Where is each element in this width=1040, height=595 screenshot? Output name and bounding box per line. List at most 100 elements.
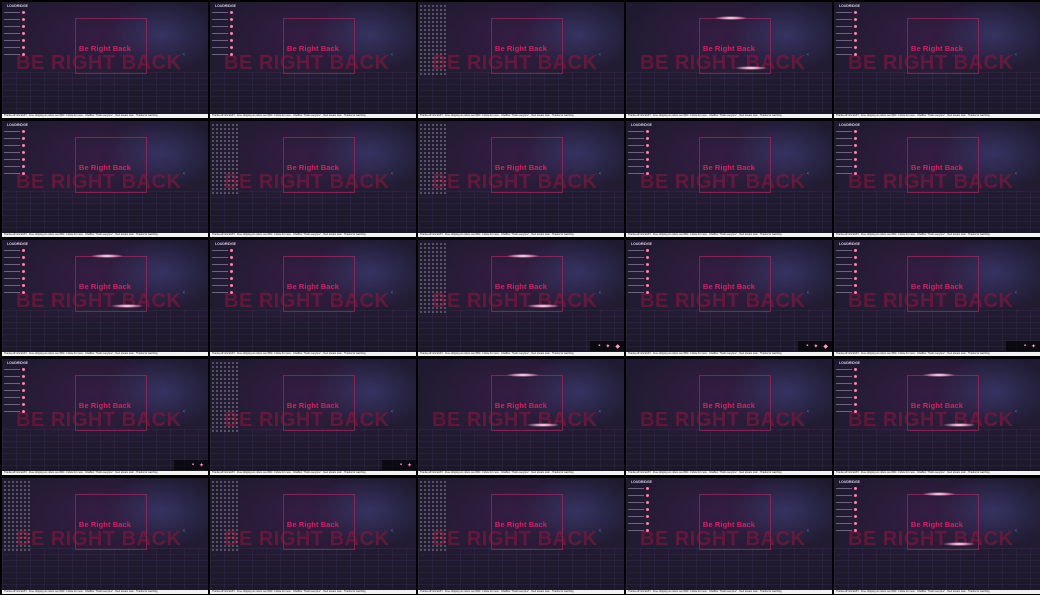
widget-icon: ▪: [399, 462, 402, 468]
grid-floor: [210, 309, 416, 351]
overlay-row-bar: [628, 284, 644, 287]
overlay-title: LOUDRIDGE: [215, 242, 236, 246]
status-dot: [854, 396, 857, 399]
status-dot: [230, 291, 233, 294]
overlay-row: [212, 17, 241, 22]
overlay-row-bar: [212, 11, 228, 14]
overlay-row: [4, 31, 33, 36]
grid-floor: [626, 71, 832, 113]
status-dot: [230, 270, 233, 273]
overlay-title: LOUDRIDGE: [631, 242, 652, 246]
status-dot: [22, 25, 25, 28]
overlay-row: [4, 24, 33, 29]
sparkle-panel: [211, 361, 239, 433]
overlay-row-bar: [4, 25, 20, 28]
ticker-bar: Thanks all! GG EASY · Free shipping on o…: [834, 233, 1040, 237]
headline-text: Be Right Back: [78, 44, 132, 53]
overlay-row-bar: [4, 368, 20, 371]
overlay-row-bar: [212, 263, 228, 266]
overlay-title: LOUDRIDGE: [215, 4, 236, 8]
ticker-bar: Thanks all! GG EASY · Free shipping on o…: [418, 471, 624, 475]
overlay-row: [836, 290, 865, 295]
watermark-text: BE RIGHT BACK: [848, 171, 1014, 193]
overlay-panel: LOUDRIDGE: [835, 242, 865, 310]
overlay-row: [4, 283, 33, 288]
overlay-row-bar: [628, 263, 644, 266]
status-dot: [22, 368, 25, 371]
status-dot: [854, 151, 857, 154]
status-dot: [854, 270, 857, 273]
overlay-row: [4, 367, 33, 372]
status-dot: [230, 263, 233, 266]
ticker-bar: Thanks all! GG EASY · Free shipping on o…: [834, 471, 1040, 475]
overlay-row-bar: [212, 291, 228, 294]
chevron-left-icon: ‹: [599, 409, 601, 415]
headline-text: Be Right Back: [494, 282, 548, 291]
chevron-left-icon: ‹: [1015, 528, 1017, 534]
watermark-text: BE RIGHT BACK: [16, 528, 182, 550]
status-dot: [646, 494, 649, 497]
status-dot: [230, 18, 233, 21]
grid-floor: [210, 547, 416, 589]
overlay-row-bar: [836, 291, 852, 294]
overlay-row: [4, 402, 33, 407]
overlay-row-bar: [628, 522, 644, 525]
widget-icon: ▪: [1023, 343, 1026, 349]
overlay-row-bar: [836, 494, 852, 497]
overlay-row: [4, 171, 33, 176]
thumbnail-frame: BE RIGHT BACK Be Right Back ‹ Thanks all! G…: [2, 478, 208, 594]
overlay-row: [212, 38, 241, 43]
overlay-row-bar: [628, 291, 644, 294]
status-dot: [854, 263, 857, 266]
grid-floor: [2, 309, 208, 351]
status-dot: [854, 501, 857, 504]
overlay-title: LOUDRIDGE: [7, 242, 28, 246]
thumbnail-frame: BE RIGHT BACK Be Right Back ‹ LOUDRIDGE ▪ ✦ Th…: [834, 240, 1040, 356]
ticker-bar: Thanks all! GG EASY · Free shipping on o…: [2, 590, 208, 594]
grid-floor: [834, 547, 1040, 589]
thumbnail-frame: BE RIGHT BACK Be Right Back ‹ Thanks all! G…: [418, 2, 624, 118]
light-flare: [922, 492, 956, 496]
overlay-panel: LOUDRIDGE: [627, 123, 657, 191]
headline-text: Be Right Back: [286, 163, 340, 172]
overlay-row: [836, 17, 865, 22]
overlay-row-bar: [212, 18, 228, 21]
chevron-left-icon: ‹: [391, 528, 393, 534]
watermark-text: BE RIGHT BACK: [640, 52, 806, 74]
status-dot: [22, 53, 25, 56]
watermark-text: BE RIGHT BACK: [640, 171, 806, 193]
overlay-row-bar: [628, 487, 644, 490]
overlay-row-bar: [4, 291, 20, 294]
overlay-row-bar: [628, 130, 644, 133]
overlay-row: [4, 136, 33, 141]
grid-floor: [418, 309, 624, 351]
overlay-row: [4, 45, 33, 50]
overlay-row: [628, 255, 657, 260]
status-dot: [854, 382, 857, 385]
overlay-row-bar: [836, 39, 852, 42]
ticker-bar: Thanks all! GG EASY · Free shipping on o…: [210, 590, 416, 594]
overlay-row-bar: [836, 32, 852, 35]
overlay-row: [836, 395, 865, 400]
overlay-row-bar: [836, 165, 852, 168]
status-dot: [854, 137, 857, 140]
overlay-row: [4, 374, 33, 379]
overlay-row-bar: [836, 508, 852, 511]
status-dot: [230, 25, 233, 28]
overlay-row: [4, 290, 33, 295]
overlay-row-bar: [836, 249, 852, 252]
light-flare: [734, 66, 768, 70]
camera-frame-box: [283, 375, 355, 431]
status-dot: [854, 53, 857, 56]
overlay-row: [212, 283, 241, 288]
headline-text: Be Right Back: [910, 401, 964, 410]
watermark-text: BE RIGHT BACK: [16, 52, 182, 74]
overlay-row: [4, 276, 33, 281]
overlay-row-bar: [4, 396, 20, 399]
overlay-row-bar: [836, 389, 852, 392]
overlay-row: [628, 290, 657, 295]
overlay-row: [836, 157, 865, 162]
overlay-row: [836, 129, 865, 134]
overlay-panel: LOUDRIDGE: [627, 242, 657, 310]
status-dot: [854, 403, 857, 406]
